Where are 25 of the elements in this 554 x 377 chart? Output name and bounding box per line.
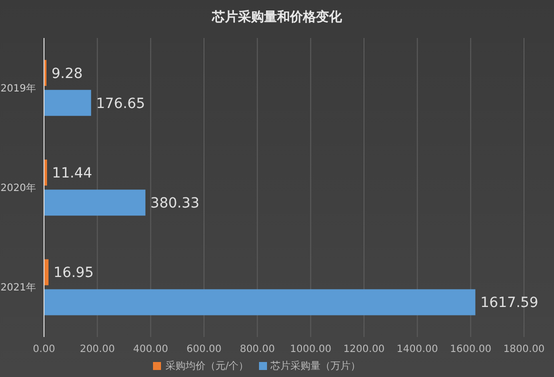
data-label: 380.33 [150,196,200,212]
data-label: 11.44 [52,166,92,182]
bar [44,190,146,216]
chart-title: 芯片采购量和价格变化 [210,8,343,26]
x-tick-label: 1000.00 [290,344,332,356]
x-tick-label: 1400.00 [396,344,438,356]
x-tick-label: 1200.00 [343,344,385,356]
y-tick-label: 2021年 [0,282,36,294]
x-tick-label: 0.00 [32,344,56,356]
y-tick-label: 2019年 [0,82,36,94]
y-tick-label: 2020年 [0,182,36,194]
x-tick-label: 400.00 [133,344,168,356]
bar [44,289,476,316]
data-label: 1617.59 [480,295,538,312]
x-tick-label: 800.00 [240,344,275,356]
x-tick-label: 1800.00 [503,344,545,356]
legend-label: 芯片采购量（万片） [270,361,361,372]
x-tick-label: 200.00 [80,344,115,356]
data-label: 176.65 [96,96,146,112]
x-tick-label: 1600.00 [450,344,492,356]
bar [44,90,92,116]
data-label: 16.95 [54,265,94,282]
legend-label: 采购均价（元/个） [165,361,249,372]
x-tick-label: 600.00 [186,344,222,356]
data-label: 9.28 [51,66,83,82]
